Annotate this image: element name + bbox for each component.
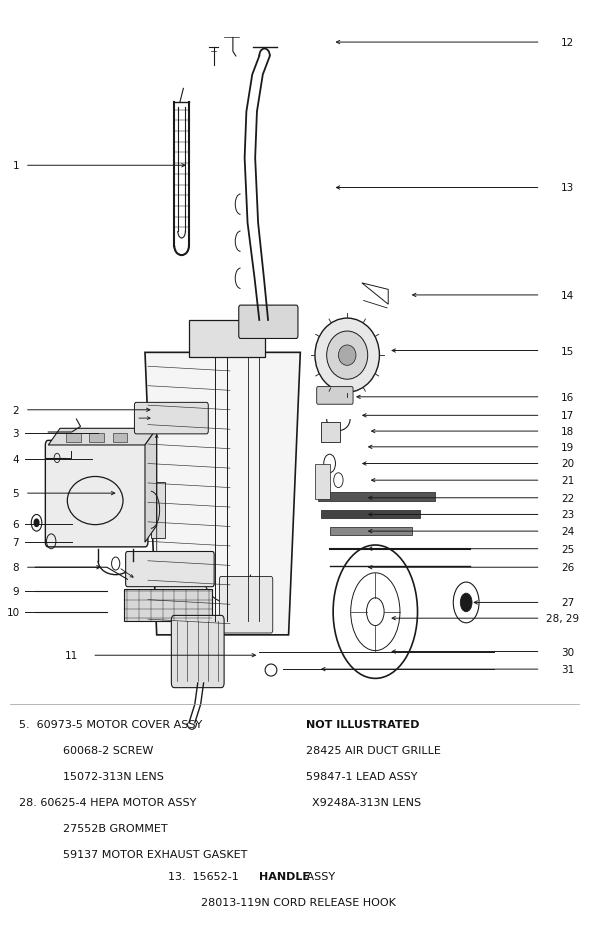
Bar	[189, 320, 265, 357]
Circle shape	[460, 594, 472, 612]
Text: 26: 26	[561, 562, 575, 573]
Text: 28425 AIR DUCT GRILLE: 28425 AIR DUCT GRILLE	[306, 745, 441, 755]
Text: ASSY: ASSY	[303, 871, 335, 881]
Text: 28. 60625-4 HEPA MOTOR ASSY: 28. 60625-4 HEPA MOTOR ASSY	[19, 797, 196, 807]
Text: 5.  60973-5 MOTOR COVER ASSY: 5. 60973-5 MOTOR COVER ASSY	[19, 719, 202, 729]
Text: 16: 16	[561, 393, 575, 403]
Ellipse shape	[315, 318, 379, 393]
FancyBboxPatch shape	[45, 441, 148, 548]
Bar	[124, 589, 212, 621]
Text: 7: 7	[12, 537, 18, 548]
Text: 5: 5	[12, 489, 18, 498]
Text: 3: 3	[12, 429, 18, 438]
Text: 59137 MOTOR EXHAUST GASKET: 59137 MOTOR EXHAUST GASKET	[63, 849, 247, 859]
Bar	[321, 422, 340, 443]
FancyBboxPatch shape	[317, 387, 353, 405]
Text: 25: 25	[561, 544, 575, 554]
Text: NOT ILLUSTRATED: NOT ILLUSTRATED	[306, 719, 419, 729]
Ellipse shape	[327, 331, 368, 380]
Bar	[151, 483, 166, 538]
Text: 59847-1 LEAD ASSY: 59847-1 LEAD ASSY	[306, 771, 418, 781]
Circle shape	[34, 520, 39, 527]
Bar	[315, 464, 330, 499]
Text: 17: 17	[561, 411, 575, 421]
Bar	[321, 510, 421, 519]
Text: X9248A-313N LENS: X9248A-313N LENS	[312, 797, 421, 807]
Bar	[66, 433, 80, 443]
Text: HANDLE: HANDLE	[259, 871, 310, 881]
Text: 4: 4	[12, 455, 18, 464]
Text: 15: 15	[561, 346, 575, 356]
FancyBboxPatch shape	[171, 616, 224, 688]
Text: 30: 30	[561, 647, 574, 657]
Polygon shape	[145, 429, 157, 543]
Bar	[89, 433, 104, 443]
Text: 27552B GROMMET: 27552B GROMMET	[63, 823, 168, 833]
Text: 31: 31	[561, 664, 575, 675]
Text: 1: 1	[13, 161, 19, 171]
Text: 28013-119N CORD RELEASE HOOK: 28013-119N CORD RELEASE HOOK	[201, 897, 395, 907]
Text: 22: 22	[561, 494, 575, 503]
Bar	[113, 433, 127, 443]
Polygon shape	[48, 429, 157, 445]
FancyBboxPatch shape	[219, 577, 273, 633]
Text: 10: 10	[7, 607, 21, 617]
Text: 12: 12	[561, 38, 575, 48]
Ellipse shape	[339, 345, 356, 366]
Text: 18: 18	[561, 427, 575, 436]
Text: 14: 14	[561, 290, 575, 301]
Polygon shape	[145, 353, 300, 635]
Bar	[318, 493, 435, 502]
Text: 28, 29: 28, 29	[546, 613, 579, 624]
FancyBboxPatch shape	[135, 403, 208, 434]
Text: 6: 6	[12, 519, 18, 529]
FancyBboxPatch shape	[126, 552, 214, 587]
Text: 19: 19	[561, 443, 575, 452]
Text: 21: 21	[561, 476, 575, 485]
Text: 13.  15652-1: 13. 15652-1	[168, 871, 242, 881]
Text: 60068-2 SCREW: 60068-2 SCREW	[63, 745, 153, 755]
Text: 2: 2	[12, 406, 18, 416]
Text: 15072-313N LENS: 15072-313N LENS	[63, 771, 164, 781]
Text: 11: 11	[65, 651, 78, 661]
Text: 8: 8	[12, 562, 18, 573]
Bar	[330, 528, 412, 535]
FancyBboxPatch shape	[239, 306, 298, 339]
Text: 27: 27	[561, 598, 575, 608]
Text: 13: 13	[561, 184, 575, 193]
Text: 20: 20	[561, 459, 574, 469]
Text: 9: 9	[12, 586, 18, 597]
Text: 24: 24	[561, 526, 575, 536]
Text: 23: 23	[561, 509, 575, 520]
